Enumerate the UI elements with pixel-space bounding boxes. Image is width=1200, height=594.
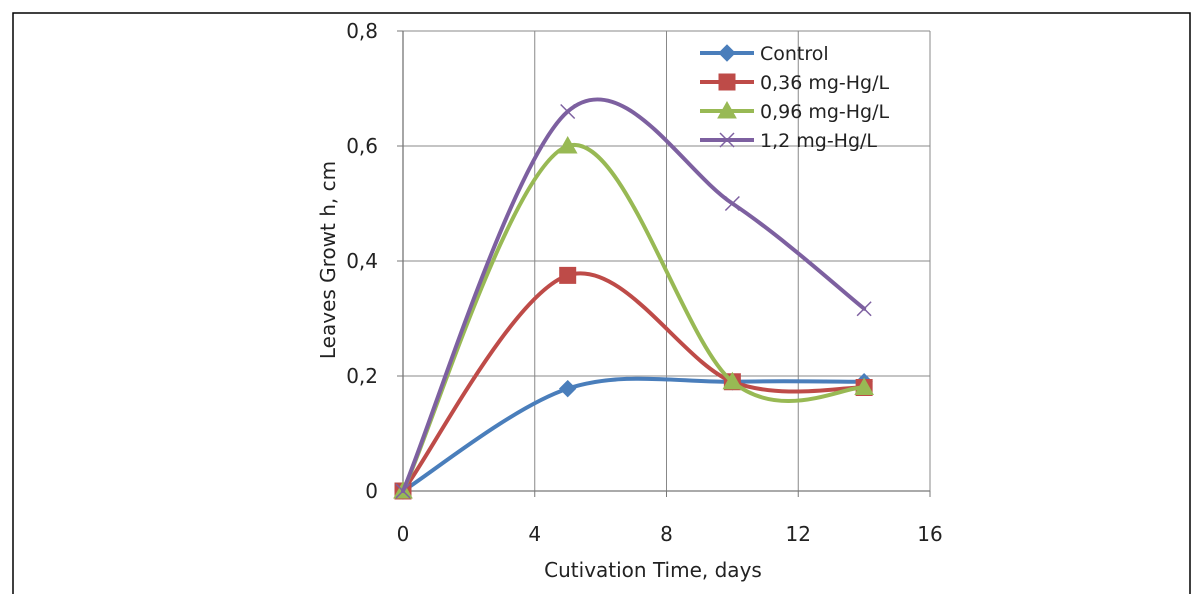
data-point [559,266,577,284]
legend-marker [719,132,735,148]
legend-entry: Control [700,43,829,65]
x-axis-label: Cutivation Time, days [544,558,762,582]
series-line [401,271,867,493]
legend-label: 0,96 mg-Hg/L [760,101,890,123]
data-point [560,103,576,120]
legend: Control 0,36 mg-Hg/L 0,96 mg-Hg/L 1,2 mg-Hg… [700,43,890,152]
legend-label: Control [760,43,829,65]
data-point [395,483,411,499]
data-point [724,195,740,212]
figure-border [12,12,1191,594]
legend-entry: 0,36 mg-Hg/L [700,72,890,94]
x-tick-label: 4 [528,522,541,546]
data-point [558,379,577,398]
y-tick-label: 0,4 [346,249,378,273]
legend-entry: 1,2 mg-Hg/L [700,130,877,152]
y-axis-label: Leaves Growt h, cm [316,161,340,359]
y-tick-label: 0,8 [346,19,378,43]
tick-labels: 0 4 8 12 16 0 0,2 0,4 0,6 0,8 [346,19,943,546]
x-tick-label: 12 [786,522,811,546]
x-tick-label: 0 [397,522,410,546]
series-3 [393,135,874,499]
legend-label: 1,2 mg-Hg/L [760,130,877,152]
legend-marker [717,100,737,119]
data-point [854,377,874,395]
y-tick-label: 0 [365,479,378,503]
series-group [393,97,874,500]
series-4 [395,97,872,499]
data-point [722,371,743,390]
data-point [856,301,872,317]
legend-marker [718,73,736,91]
x-tick-label: 16 [917,522,942,546]
series-line [401,97,867,493]
legend-label: 0,36 mg-Hg/L [760,72,890,94]
y-tick-label: 0,6 [346,134,378,158]
legend-marker [718,44,736,62]
data-point [557,135,578,154]
series-line [401,143,867,493]
series-line [401,376,867,493]
y-tick-label: 0,2 [346,364,378,388]
x-tick-label: 8 [660,522,673,546]
legend-entry: 0,96 mg-Hg/L [700,100,890,123]
